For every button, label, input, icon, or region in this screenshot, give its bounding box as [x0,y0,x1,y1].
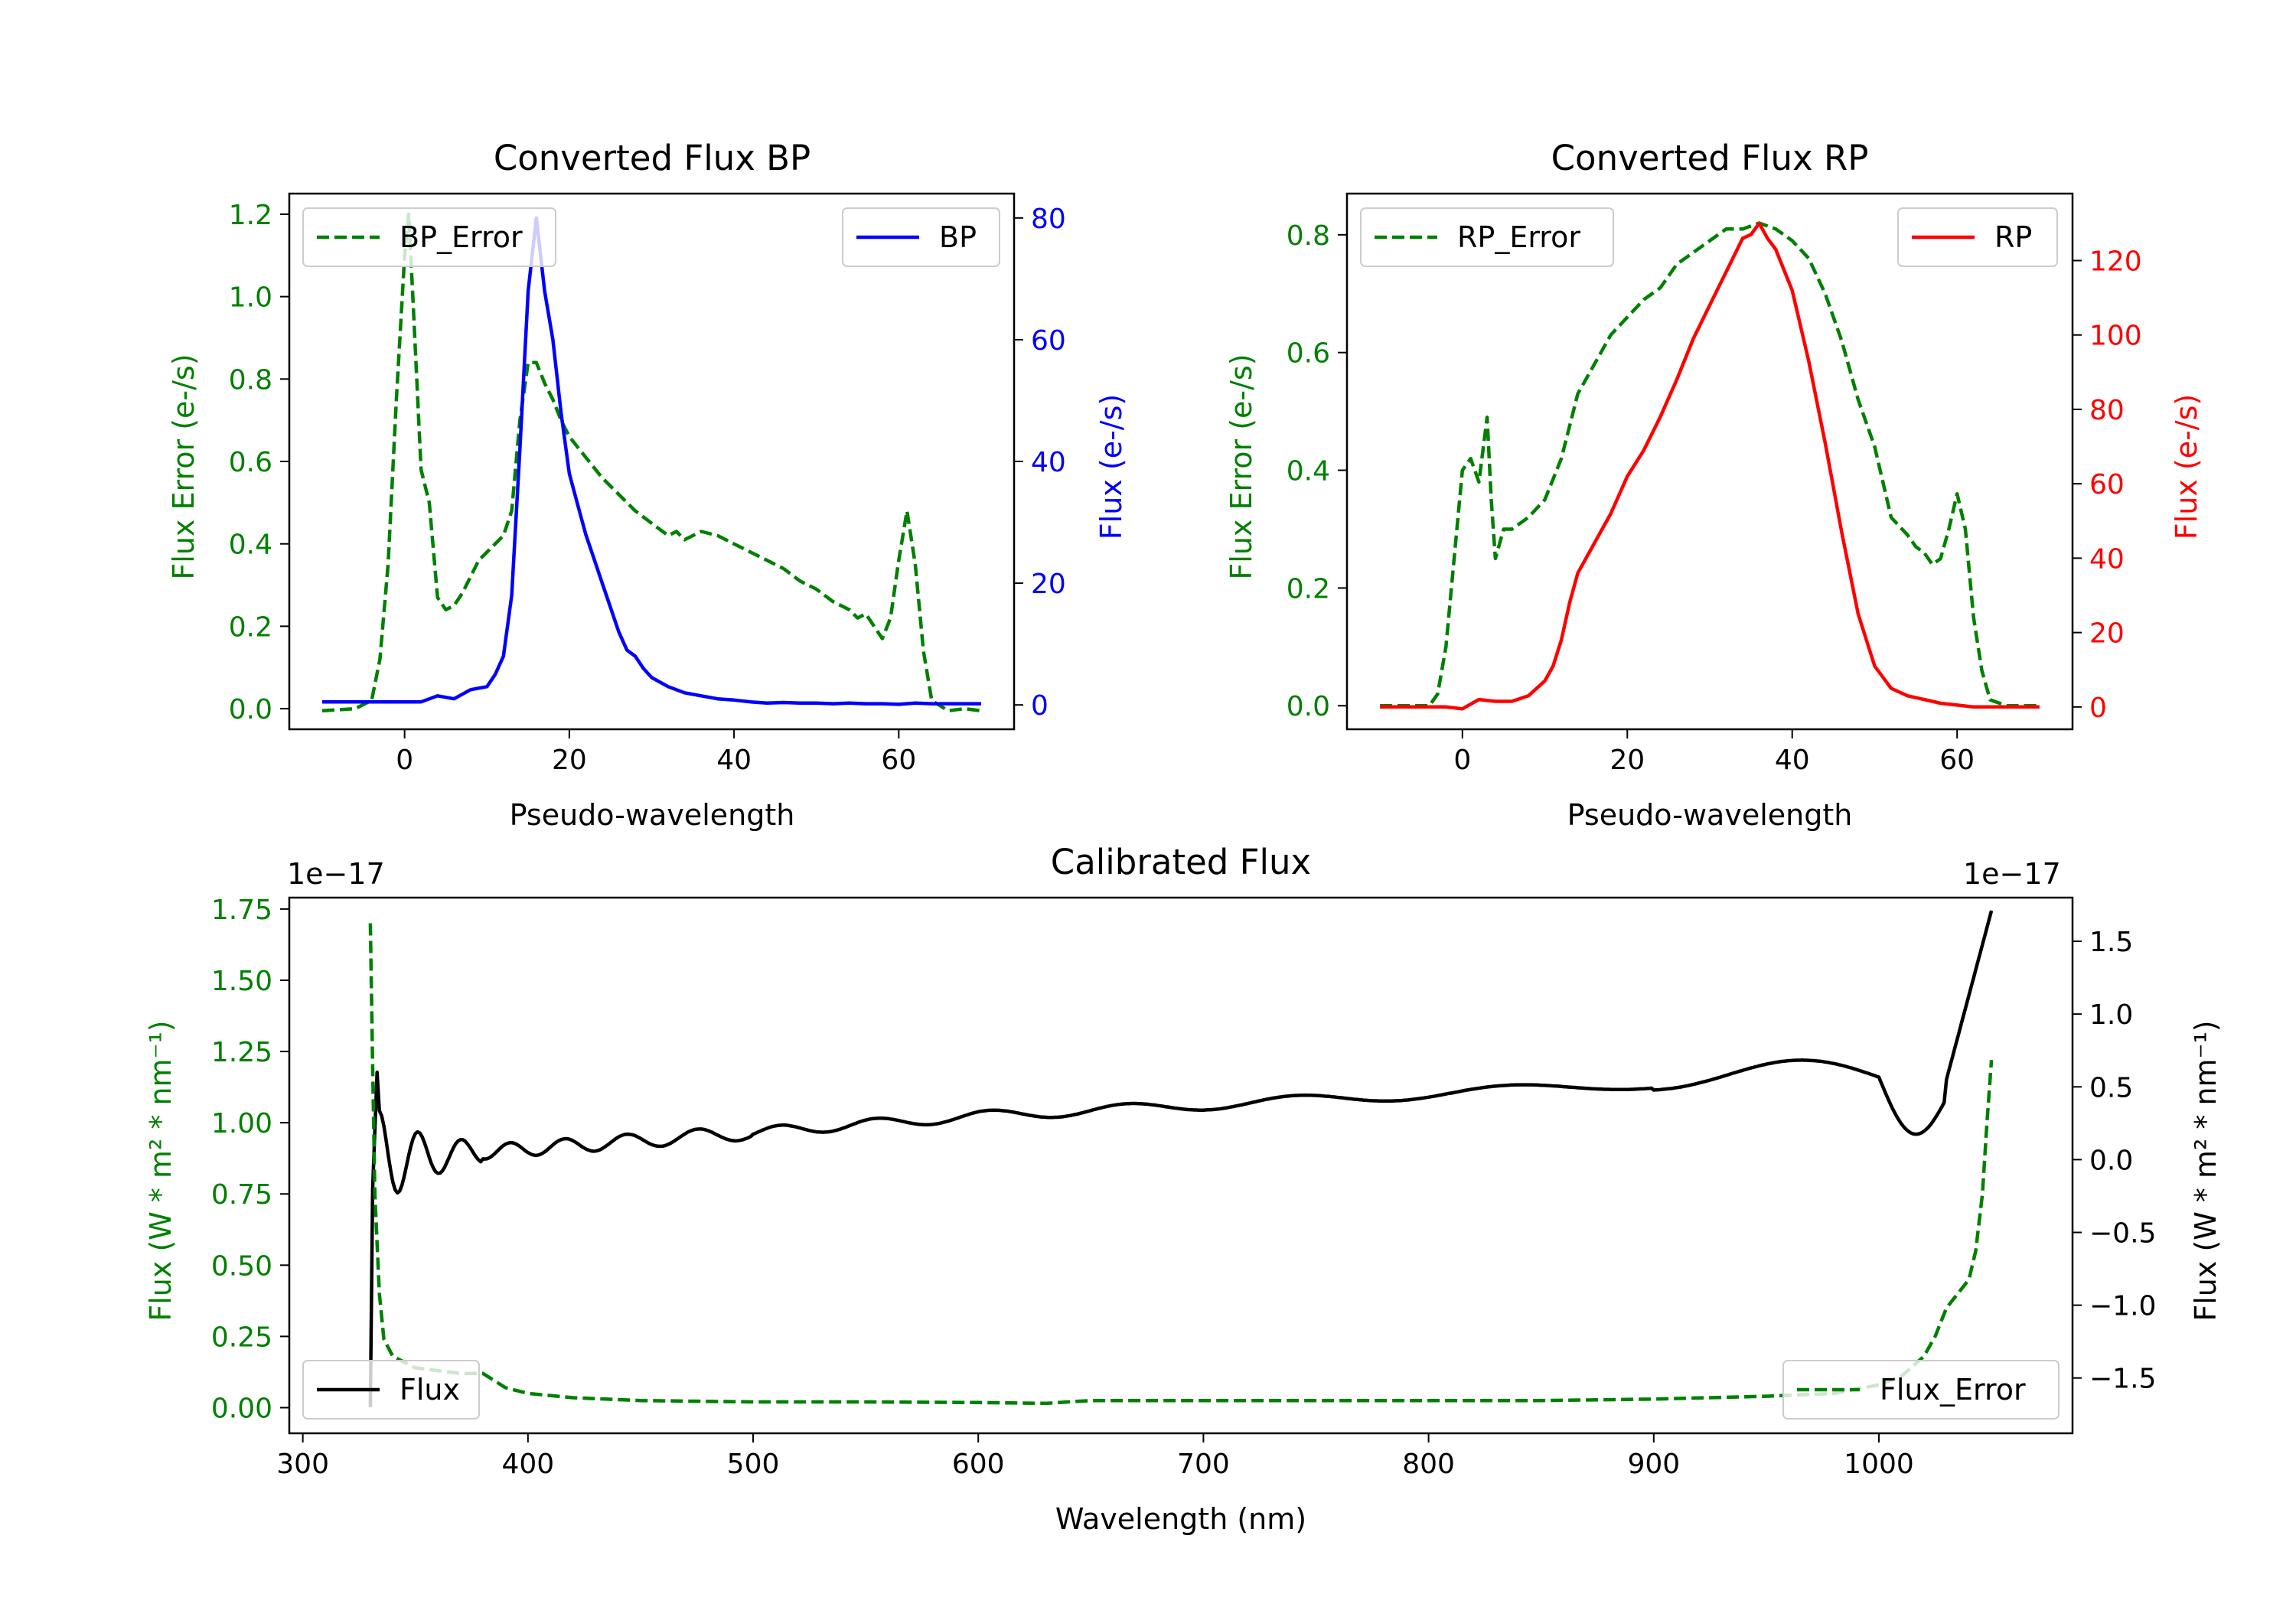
chart-calibrated-ylabel-right: Flux (W * m² * nm⁻¹) [2189,1020,2223,1321]
chart-calibrated-plot-area: 300 400 500 600 700 800 900 1000 0.00 0.25 0.50 0.7… [211,895,2157,1480]
x-tick-label: 60 [1939,745,1975,776]
y-right-tick-label: −1.5 [2089,1364,2156,1395]
chart-calibrated: Calibrated Flux 1e−17 1e−17 300 400 500 600… [144,842,2223,1536]
x-tick-label: 0 [396,745,413,776]
x-tick-label: 300 [276,1449,329,1480]
y-right-tick-label: 80 [1031,204,1066,235]
y-right-tick-label: 20 [1031,569,1066,600]
y-left-tick-label: 0.8 [229,364,272,396]
y-left-tick-label: 1.0 [229,282,272,314]
chart-rp-ylabel-right: Flux (e-/s) [2170,394,2203,539]
chart-rp-xlabel: Pseudo-wavelength [1567,798,1853,832]
axes-frame [288,896,2074,1435]
series-line-bp [322,216,981,706]
y-left-tick-label: 0.75 [211,1179,272,1211]
chart-calibrated-offset-left: 1e−17 [287,857,385,891]
y-right-tick-label: 1.5 [2089,927,2133,958]
x-tick-label: 600 [952,1449,1005,1480]
y-right-tick-label: 60 [1031,325,1066,357]
y-left-tick-label: 0.25 [211,1322,272,1353]
chart-calibrated-ylabel-left: Flux (W * m² * nm⁻¹) [144,1020,178,1321]
axes-frame [1345,192,2074,731]
x-tick-label: 500 [727,1449,780,1480]
chart-bp-plot-area: 0 20 40 60 0.0 0.2 0.4 0.6 0.8 1.0 1.2 0 20 40 60 80 BP_… [229,192,1066,776]
chart-calibrated-title: Calibrated Flux [1051,842,1311,882]
y-left-tick-label: 0.0 [229,694,272,725]
y-left-tick-label: 0.0 [1287,691,1330,722]
legend-box [302,207,556,267]
y-right-tick-label: 0 [1031,690,1049,722]
y-right-tick-label: 0.0 [2089,1145,2133,1176]
legend-label: BP_Error [400,220,523,254]
legend-box [1897,207,2058,267]
series-line-flux [368,910,1994,1407]
legend-box [1360,207,1614,267]
y-right-tick-label: 100 [2089,321,2142,352]
y-left-tick-label: 0.8 [1287,220,1330,252]
y-left-tick-label: 0.50 [211,1250,272,1282]
legend-label: Flux [400,1373,460,1407]
y-left-tick-label: 1.75 [211,895,272,926]
legend-box [842,207,1000,267]
x-tick-label: 900 [1627,1449,1680,1480]
x-tick-label: 400 [501,1449,554,1480]
y-left-tick-label: 0.2 [1287,573,1330,605]
series-line-rp [1380,221,2040,711]
y-left-tick-label: 0.6 [1287,338,1330,370]
legend-label: Flux_Error [1880,1373,2026,1407]
y-right-tick-label: 20 [2089,618,2125,650]
chart-bp-xlabel: Pseudo-wavelength [510,798,795,832]
x-tick-label: 20 [1609,745,1645,776]
legend-label: RP_Error [1457,220,1580,254]
chart-bp-ylabel-left: Flux Error (e-/s) [167,354,201,579]
x-tick-label: 60 [881,745,916,776]
x-tick-label: 20 [552,745,587,776]
chart-calibrated-xlabel: Wavelength (nm) [1055,1502,1306,1536]
y-left-tick-label: 1.2 [229,200,272,231]
y-right-tick-label: 0 [2089,693,2107,724]
chart-rp-ylabel-left: Flux Error (e-/s) [1225,354,1258,579]
x-tick-label: 40 [716,745,752,776]
legend-label: BP [939,220,977,254]
chart-rp-plot-area: 0 20 40 60 0.0 0.2 0.4 0.6 0.8 0 20 40 60 80 100 120 RP_… [1287,192,2142,776]
chart-bp: Converted Flux BP 0 20 40 60 0.0 0.2 0.4 0.6 0.8… [167,138,1128,832]
y-left-tick-label: 1.25 [211,1037,272,1068]
y-right-tick-label: 80 [2089,395,2125,426]
legend-label: RP [1994,220,2032,254]
y-left-tick-label: 0.6 [229,447,272,478]
legend-box [302,1360,480,1420]
x-tick-label: 0 [1453,745,1471,776]
y-left-tick-label: 0.2 [229,611,272,643]
x-tick-label: 800 [1402,1449,1455,1480]
chart-bp-ylabel-right: Flux (e-/s) [1094,394,1128,539]
y-left-tick-label: 1.00 [211,1108,272,1139]
y-left-tick-label: 0.4 [1287,456,1330,487]
series-line-bp-error [321,212,982,713]
chart-rp: Converted Flux RP 0 20 40 60 0.0 0.2 0.4 0.6 0.8… [1225,138,2203,832]
y-right-tick-label: 120 [2089,246,2142,278]
y-left-tick-label: 1.50 [211,966,272,997]
y-right-tick-label: −1.0 [2089,1291,2156,1322]
y-right-tick-label: 60 [2089,469,2125,500]
axes-frame [288,192,1016,731]
chart-calibrated-offset-right: 1e−17 [1963,857,2061,891]
y-left-tick-label: 0.00 [211,1393,272,1424]
y-right-tick-label: 1.0 [2089,999,2133,1031]
legend-box [1782,1360,2060,1420]
y-right-tick-label: 40 [1031,447,1066,478]
x-tick-label: 40 [1775,745,1810,776]
series-line-rp-error [1380,221,2040,708]
y-right-tick-label: 0.5 [2089,1072,2133,1103]
chart-bp-title: Converted Flux BP [494,138,810,178]
x-tick-label: 700 [1177,1449,1230,1480]
x-tick-label: 1000 [1844,1449,1914,1480]
y-left-tick-label: 0.4 [229,530,272,561]
chart-rp-title: Converted Flux RP [1551,138,1869,178]
y-right-tick-label: 40 [2089,543,2125,575]
y-right-tick-label: −0.5 [2089,1218,2156,1250]
